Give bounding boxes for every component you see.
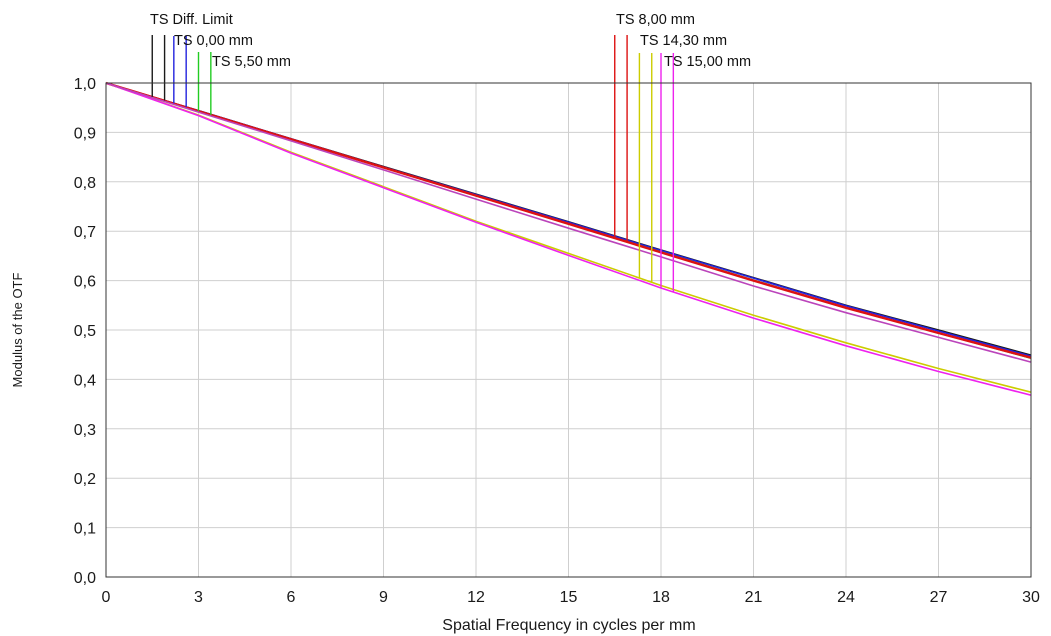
y-tick-label: 0,9 (74, 125, 96, 142)
legend-label: TS 5,50 mm (212, 54, 291, 70)
tick-labels: 0 3 6 9 12 15 18 21 24 27 30 0,0 0,1 0,2 0,3 0,4 0,5 0,6 0… (74, 76, 1040, 606)
x-tick-label: 0 (102, 589, 111, 606)
legend-label: TS 15,00 mm (664, 54, 751, 70)
x-tick-label: 9 (379, 589, 388, 606)
y-tick-label: 0,6 (74, 274, 96, 291)
x-tick-label: 12 (467, 589, 485, 606)
y-axis-label: Modulus of the OTF (10, 273, 25, 388)
x-tick-label: 30 (1022, 589, 1040, 606)
series-line (105, 82, 1032, 396)
y-tick-label: 1,0 (74, 76, 96, 93)
x-tick-label: 21 (745, 589, 763, 606)
legend-label: TS 8,00 mm (616, 12, 695, 28)
x-tick-label: 6 (287, 589, 296, 606)
legend-label: TS 14,30 mm (640, 33, 727, 49)
y-tick-label: 0,2 (74, 471, 96, 488)
grid-lines (105, 82, 1032, 578)
series-line (105, 81, 1032, 359)
y-tick-label: 0,1 (74, 521, 96, 538)
y-tick-label: 0,4 (74, 372, 96, 389)
y-tick-label: 0,0 (74, 570, 96, 587)
legend-label: TS Diff. Limit (150, 12, 233, 28)
series-line (105, 82, 1032, 363)
series-lines (105, 81, 1032, 396)
x-tick-label: 24 (837, 589, 855, 606)
legend-label: TS 0,00 mm (174, 33, 253, 49)
plot-frame (105, 82, 1032, 578)
y-tick-label: 0,8 (74, 175, 96, 192)
legend-labels: TS Diff. Limit TS 0,00 mm TS 5,50 mm TS 8,0… (150, 12, 751, 70)
x-tick-label: 15 (560, 589, 578, 606)
x-axis-label: Spatial Frequency in cycles per mm (442, 617, 695, 634)
y-tick-label: 0,5 (74, 323, 96, 340)
x-tick-label: 18 (652, 589, 670, 606)
series-markers (151, 35, 675, 293)
y-tick-label: 0,3 (74, 422, 96, 439)
x-tick-label: 3 (194, 589, 203, 606)
y-tick-label: 0,7 (74, 224, 96, 241)
x-tick-label: 27 (930, 589, 948, 606)
